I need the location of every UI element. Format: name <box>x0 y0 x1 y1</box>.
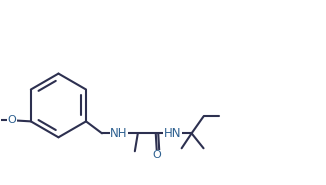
Text: NH: NH <box>110 127 128 140</box>
Text: HN: HN <box>164 127 182 140</box>
Text: O: O <box>152 150 161 160</box>
Text: O: O <box>7 115 16 125</box>
